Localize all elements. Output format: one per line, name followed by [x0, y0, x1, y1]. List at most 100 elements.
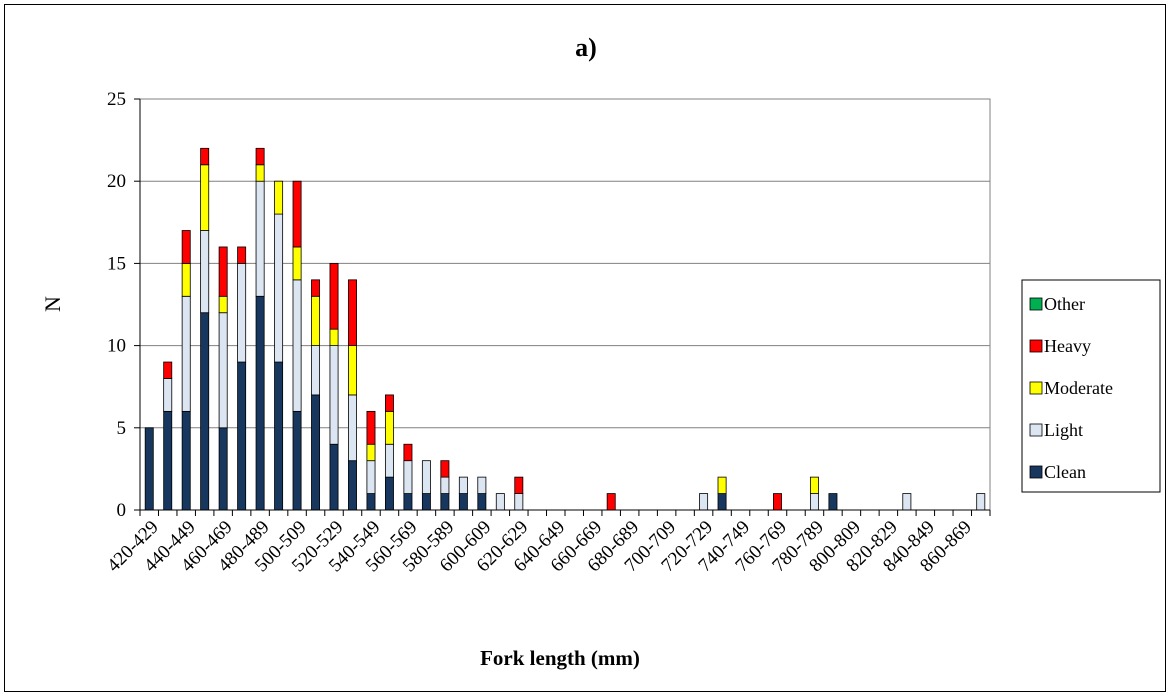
legend-label-other: Other: [1044, 294, 1085, 314]
bar-segment-heavy: [329, 262, 339, 330]
bar-segment-heavy: [514, 476, 524, 494]
bar-segment-clean: [237, 361, 247, 511]
legend: Other Heavy Moderate Light Clean: [1021, 279, 1161, 493]
bar-segment-clean: [366, 493, 376, 511]
legend-box: [1021, 279, 1161, 493]
bar-segment-light: [218, 312, 228, 429]
bar-segment-clean: [292, 410, 302, 511]
bar-segment-moderate: [255, 164, 265, 182]
legend-swatch-moderate: [1029, 381, 1043, 395]
bar-segment-heavy: [237, 246, 247, 264]
bar-segment-light: [163, 378, 173, 412]
legend-swatch-heavy: [1029, 339, 1043, 353]
bar-segment-heavy: [440, 460, 450, 478]
bar-segment-clean: [255, 295, 265, 511]
bar-segment-moderate: [384, 410, 394, 445]
chart-frame: [4, 4, 1166, 692]
axes: [134, 98, 991, 516]
bar-segment-moderate: [200, 164, 210, 231]
bar-segment-light: [440, 476, 450, 494]
bar-segment-clean: [458, 493, 468, 511]
bar-segment-light: [458, 476, 468, 494]
bar-segment-light: [274, 213, 284, 363]
bar-segment-heavy: [163, 361, 173, 379]
bar-segment-clean: [828, 493, 838, 511]
bar-segment-clean: [329, 443, 339, 511]
bar-segment-clean: [200, 312, 210, 511]
bar-segment-light: [809, 493, 819, 511]
y-tick-label: 5: [117, 418, 127, 439]
y-tick-label: 15: [107, 253, 126, 274]
legend-swatch-clean: [1029, 465, 1043, 479]
bar-segment-light: [495, 493, 505, 511]
y-tick-label: 10: [107, 336, 126, 357]
bar-segment-moderate: [292, 246, 302, 281]
bar-segment-light: [311, 345, 321, 396]
y-tick-label: 20: [107, 171, 126, 192]
bar-segment-light: [514, 493, 524, 511]
bar-segment-light: [292, 279, 302, 412]
bar-segment-light: [421, 460, 431, 494]
bar-segment-clean: [403, 493, 413, 511]
y-tick-labels: 0 5 10 15 20 25: [107, 89, 126, 521]
bar-segment-clean: [384, 476, 394, 511]
bar-segment-light: [403, 460, 413, 494]
bar-segment-moderate: [274, 180, 284, 215]
y-tick-label: 0: [117, 500, 127, 521]
y-tick-label: 25: [107, 89, 126, 110]
bar-segment-light: [699, 493, 709, 511]
legend-label-moderate: Moderate: [1044, 378, 1113, 398]
bar-segment-clean: [181, 410, 191, 511]
bar-segment-heavy: [403, 443, 413, 462]
x-axis-title: Fork length (mm): [480, 646, 640, 670]
bar-segment-heavy: [311, 279, 321, 297]
legend-label-heavy: Heavy: [1044, 336, 1091, 356]
bar-segment-heavy: [292, 180, 302, 248]
bar-segment-moderate: [329, 328, 339, 347]
bar-segment-clean: [144, 427, 154, 511]
gridlines: [139, 98, 991, 511]
bar-segment-light: [255, 180, 265, 297]
plot-area: [139, 98, 991, 511]
bar-segment-moderate: [218, 295, 228, 314]
bar-segment-heavy: [181, 230, 191, 264]
bar-segment-clean: [348, 460, 357, 511]
legend-swatch-light: [1029, 423, 1043, 437]
bar-segment-clean: [163, 410, 173, 511]
bar-segment-heavy: [218, 246, 228, 297]
bar-segment-light: [329, 345, 339, 445]
bar-segment-clean: [274, 361, 284, 511]
bar-segment-light: [366, 460, 376, 494]
bar-segment-moderate: [717, 476, 727, 494]
x-tick-labels: 420-429440-449460-469480-489500-509520-5…: [103, 517, 976, 577]
bar-segment-heavy: [606, 493, 616, 511]
bar-segment-light: [976, 493, 986, 511]
bar-segment-moderate: [348, 345, 357, 396]
chart-title: a): [575, 33, 597, 62]
bars: [144, 147, 986, 511]
bar-segment-light: [384, 443, 394, 478]
bar-segment-clean: [440, 493, 450, 511]
bar-segment-moderate: [311, 295, 321, 346]
bar-segment-clean: [311, 394, 321, 511]
bar-segment-heavy: [773, 493, 782, 511]
y-axis-title: N: [40, 296, 65, 312]
bar-segment-clean: [477, 493, 487, 511]
bar-segment-heavy: [255, 147, 265, 166]
bar-segment-light: [181, 295, 191, 412]
bar-segment-light: [477, 476, 487, 494]
bar-segment-clean: [717, 493, 727, 511]
bar-segment-heavy: [384, 394, 394, 412]
legend-label-light: Light: [1044, 420, 1083, 440]
bar-segment-moderate: [809, 476, 819, 494]
bar-segment-clean: [218, 427, 228, 511]
bar-segment-heavy: [348, 279, 357, 346]
bar-segment-moderate: [366, 443, 376, 462]
legend-label-clean: Clean: [1044, 462, 1086, 482]
bar-segment-light: [902, 493, 912, 511]
bar-segment-light: [348, 394, 357, 462]
legend-swatch-other: [1029, 297, 1043, 311]
bar-segment-clean: [421, 493, 431, 511]
bar-segment-light: [200, 230, 210, 314]
